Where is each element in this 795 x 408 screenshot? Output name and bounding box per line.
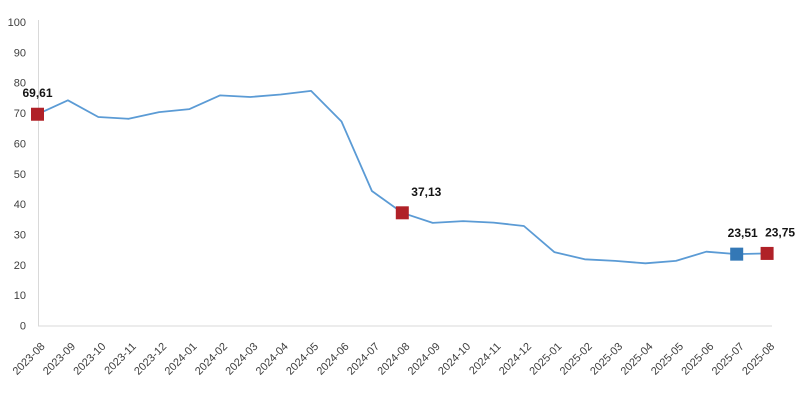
x-axis-label: 2025-06 (679, 341, 716, 378)
x-axis-label: 2024-05 (284, 341, 321, 378)
x-axis-label: 2024-07 (345, 341, 382, 378)
x-axis-label: 2025-01 (527, 341, 564, 378)
y-axis-tick-label: 80 (14, 78, 26, 90)
y-axis-tick-label: 60 (14, 138, 26, 150)
x-axis-label: 2025-03 (588, 341, 625, 378)
data-label-2023-08: 69,61 (22, 86, 52, 100)
x-axis-label: 2024-12 (497, 341, 534, 378)
y-axis-tick-label: 10 (14, 290, 26, 302)
x-axis-label: 2024-06 (315, 341, 352, 378)
x-axis-label: 2025-04 (619, 341, 656, 378)
x-axis-label: 2025-05 (649, 341, 686, 378)
x-axis-label: 2024-03 (223, 341, 260, 378)
x-axis-label: 2024-10 (436, 341, 473, 378)
x-axis-label: 2025-07 (710, 341, 747, 378)
x-axis-label: 2024-01 (163, 341, 200, 378)
x-axis-label: 2025-08 (740, 341, 777, 378)
data-label-2025-08: 23,75 (765, 225, 795, 239)
x-axis-label: 2024-04 (254, 341, 291, 378)
y-axis-tick-label: 40 (14, 199, 26, 211)
marker-2025-07 (730, 247, 744, 261)
marker-2023-08 (31, 107, 44, 121)
data-label-2025-07: 23,51 (728, 226, 758, 240)
x-axis-label: 2024-08 (375, 341, 412, 378)
y-axis-tick-label: 100 (8, 17, 26, 29)
y-axis-tick-label: 90 (14, 47, 26, 59)
y-axis-tick-label: 70 (14, 108, 26, 120)
x-axis-label: 2023-09 (41, 341, 78, 378)
x-axis-label: 2023-08 (11, 341, 48, 378)
x-axis-label: 2023-12 (132, 341, 169, 378)
marker-2024-08 (395, 206, 409, 220)
y-axis-tick-label: 30 (14, 229, 26, 241)
data-label-2024-08: 37,13 (411, 185, 441, 199)
data-line (36, 90, 768, 265)
x-axis-label: 2024-02 (193, 341, 230, 378)
y-axis-tick-label: 20 (14, 260, 26, 272)
x-axis-label: 2023-10 (71, 341, 108, 378)
x-axis-label: 2025-02 (558, 341, 595, 378)
x-axis-label: 2024-09 (406, 341, 443, 378)
y-axis-tick-label: 50 (14, 169, 26, 181)
marker-2025-08 (760, 246, 774, 260)
y-axis-tick-label: 0 (20, 321, 26, 333)
